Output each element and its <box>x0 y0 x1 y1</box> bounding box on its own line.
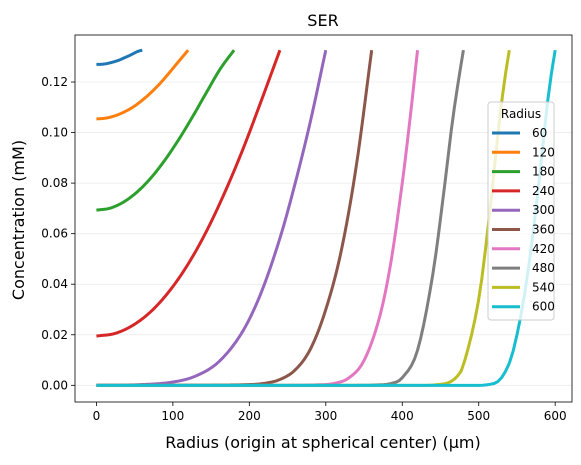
legend-label: 240 <box>532 184 555 198</box>
x-tick-label: 100 <box>161 409 184 423</box>
legend-label: 480 <box>532 261 555 275</box>
x-tick-label: 300 <box>314 409 337 423</box>
legend-label: 360 <box>532 223 555 237</box>
legend-label: 420 <box>532 242 555 256</box>
x-axis: 0 100 200 300 400 500 600 <box>93 402 567 423</box>
x-tick-label: 500 <box>467 409 490 423</box>
series-line-60 <box>95 48 144 66</box>
x-tick-label: 600 <box>544 409 567 423</box>
legend-title: Radius <box>501 107 541 121</box>
x-tick-label: 0 <box>93 409 101 423</box>
legend: Radius 60 120 180 240 300 360 420 480 540 600 <box>487 101 555 321</box>
series-line-180 <box>96 49 236 212</box>
chart-title: SER <box>307 11 338 30</box>
legend-box <box>487 101 555 321</box>
x-axis-label: Radius (origin at spherical center) (μm) <box>165 433 480 452</box>
x-tick-label: 200 <box>238 409 261 423</box>
series-line-600 <box>96 49 557 387</box>
plot-area-frame <box>74 34 573 403</box>
y-axis-label: Concentration (mM) <box>9 140 28 300</box>
x-tick-label: 400 <box>391 409 414 423</box>
series-layer <box>95 48 557 387</box>
y-tick-label: 0.08 <box>41 176 68 190</box>
y-tick-label: 0.04 <box>41 277 68 291</box>
series-line-240 <box>96 49 282 338</box>
legend-label: 300 <box>532 203 555 217</box>
y-tick-label: 0.12 <box>41 75 68 89</box>
legend-label: 60 <box>532 126 547 140</box>
legend-label: 540 <box>532 280 555 294</box>
y-axis: 0.00 0.02 0.04 0.06 0.08 0.10 0.12 <box>41 75 75 392</box>
series-line-120 <box>95 49 190 121</box>
legend-label: 600 <box>532 300 555 314</box>
y-tick-label: 0.10 <box>41 126 68 140</box>
y-tick-label: 0.06 <box>41 227 68 241</box>
legend-label: 120 <box>532 145 555 159</box>
y-tick-label: 0.00 <box>41 378 68 392</box>
y-tick-label: 0.02 <box>41 328 68 342</box>
legend-label: 180 <box>532 165 555 179</box>
